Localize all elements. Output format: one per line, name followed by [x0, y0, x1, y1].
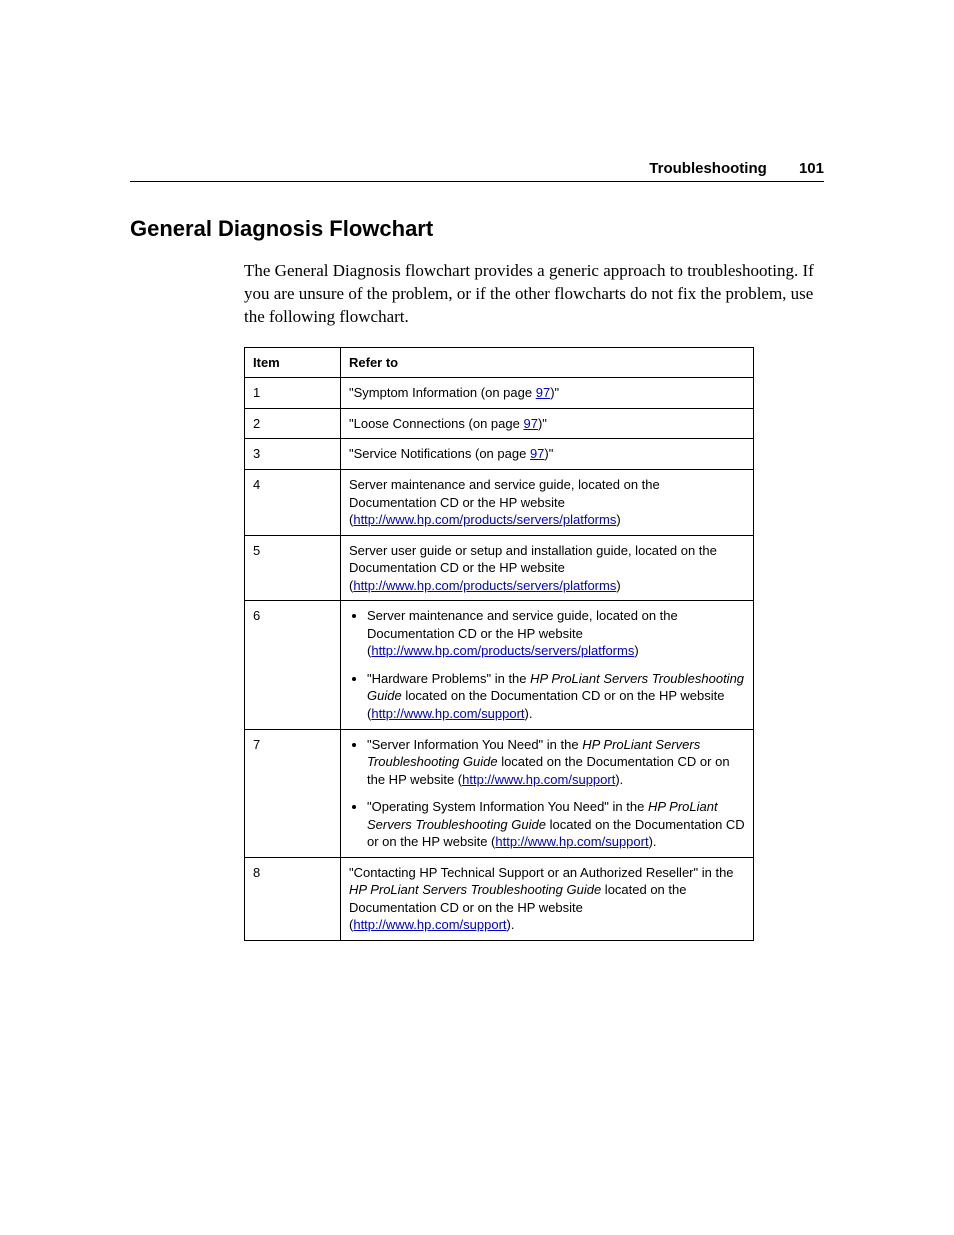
hyperlink[interactable]: http://www.hp.com/products/servers/platf… — [353, 512, 616, 527]
page-header: Troubleshooting 101 — [130, 160, 824, 182]
table-row: 8"Contacting HP Technical Support or an … — [245, 857, 754, 940]
italic-title: HP ProLiant Servers Troubleshooting Guid… — [367, 737, 700, 770]
hyperlink[interactable]: http://www.hp.com/products/servers/platf… — [353, 578, 616, 593]
page: Troubleshooting 101 General Diagnosis Fl… — [0, 0, 954, 1235]
table-row: 4Server maintenance and service guide, l… — [245, 470, 754, 536]
italic-title: HP ProLiant Servers Troubleshooting Guid… — [349, 882, 601, 897]
table-row: 7 "Server Information You Need" in the HP… — [245, 729, 754, 857]
hyperlink[interactable]: 97 — [536, 385, 550, 400]
table-row: 5Server user guide or setup and installa… — [245, 535, 754, 601]
cell-item: 8 — [245, 857, 341, 940]
cell-refer-to: "Loose Connections (on page 97)" — [341, 408, 754, 439]
header-page-number: 101 — [799, 160, 824, 177]
hyperlink[interactable]: http://www.hp.com/support — [462, 772, 615, 787]
italic-title: HP ProLiant Servers Troubleshooting Guid… — [367, 671, 744, 704]
table-body: 1"Symptom Information (on page 97)"2"Loo… — [245, 378, 754, 941]
hyperlink[interactable]: 97 — [530, 446, 544, 461]
col-header-item: Item — [245, 347, 341, 378]
cell-refer-to: "Server Information You Need" in the HP … — [341, 729, 754, 857]
section-title: General Diagnosis Flowchart — [130, 216, 824, 242]
bullet-item: Server maintenance and service guide, lo… — [367, 607, 745, 660]
reference-table: Item Refer to 1"Symptom Information (on … — [244, 347, 754, 941]
table-row: 3"Service Notifications (on page 97)" — [245, 439, 754, 470]
bullet-item: "Operating System Information You Need" … — [367, 798, 745, 851]
hyperlink[interactable]: 97 — [523, 416, 537, 431]
cell-item: 3 — [245, 439, 341, 470]
cell-item: 7 — [245, 729, 341, 857]
hyperlink[interactable]: http://www.hp.com/support — [495, 834, 648, 849]
cell-item: 6 — [245, 601, 341, 729]
bullet-list: Server maintenance and service guide, lo… — [349, 607, 745, 722]
cell-item: 4 — [245, 470, 341, 536]
cell-item: 1 — [245, 378, 341, 409]
hyperlink[interactable]: http://www.hp.com/products/servers/platf… — [371, 643, 634, 658]
cell-refer-to: Server maintenance and service guide, lo… — [341, 601, 754, 729]
table-row: 6 Server maintenance and service guide, l… — [245, 601, 754, 729]
hyperlink[interactable]: http://www.hp.com/support — [371, 706, 524, 721]
cell-refer-to: Server maintenance and service guide, lo… — [341, 470, 754, 536]
cell-refer-to: "Service Notifications (on page 97)" — [341, 439, 754, 470]
hyperlink[interactable]: http://www.hp.com/support — [353, 917, 506, 932]
header-section-name: Troubleshooting — [649, 160, 767, 177]
intro-paragraph: The General Diagnosis flowchart provides… — [244, 260, 824, 329]
italic-title: HP ProLiant Servers Troubleshooting Guid… — [367, 799, 718, 832]
cell-item: 5 — [245, 535, 341, 601]
bullet-list: "Server Information You Need" in the HP … — [349, 736, 745, 851]
bullet-item: "Server Information You Need" in the HP … — [367, 736, 745, 789]
cell-refer-to: "Symptom Information (on page 97)" — [341, 378, 754, 409]
bullet-item: "Hardware Problems" in the HP ProLiant S… — [367, 670, 745, 723]
table-header-row: Item Refer to — [245, 347, 754, 378]
cell-refer-to: Server user guide or setup and installat… — [341, 535, 754, 601]
cell-refer-to: "Contacting HP Technical Support or an A… — [341, 857, 754, 940]
col-header-refer: Refer to — [341, 347, 754, 378]
table-row: 1"Symptom Information (on page 97)" — [245, 378, 754, 409]
cell-item: 2 — [245, 408, 341, 439]
table-row: 2"Loose Connections (on page 97)" — [245, 408, 754, 439]
